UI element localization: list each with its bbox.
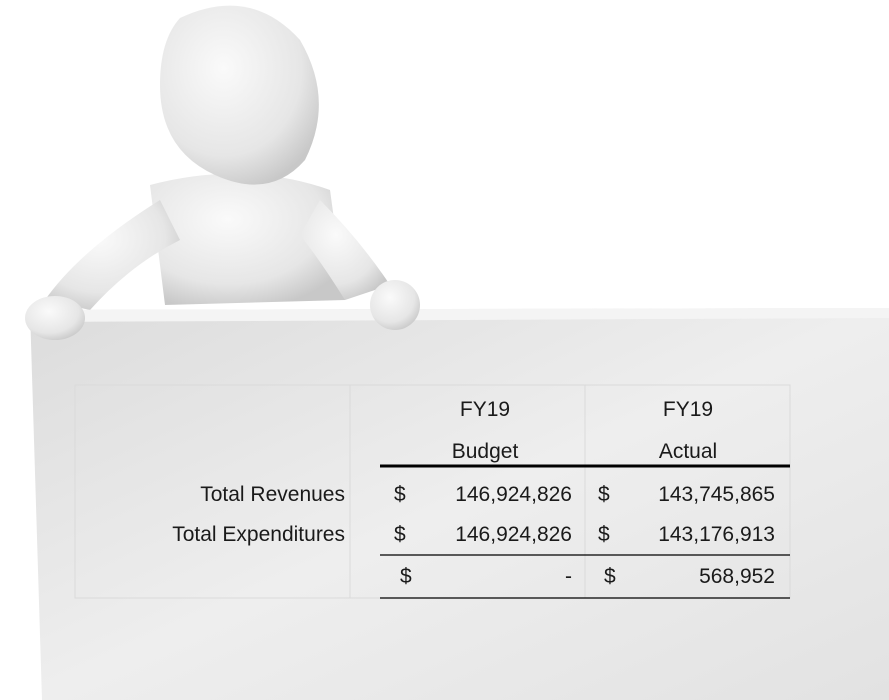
currency-symbol: $ — [598, 483, 610, 506]
currency-symbol: $ — [604, 565, 616, 588]
amount: 568,952 — [699, 565, 775, 588]
amount: - — [565, 565, 572, 588]
row-label: Total Revenues — [200, 483, 345, 506]
currency-symbol: $ — [598, 523, 610, 546]
right-hand — [370, 280, 420, 330]
left-arm — [45, 200, 180, 310]
currency-symbol: $ — [400, 565, 412, 588]
right-arm — [300, 200, 390, 300]
board — [30, 308, 889, 700]
board-edge — [30, 308, 889, 322]
head — [160, 5, 319, 185]
row-label: Total Expenditures — [172, 523, 345, 546]
amount: 146,924,826 — [455, 483, 572, 506]
column-header: FY19 — [459, 398, 511, 421]
amount: 143,176,913 — [658, 523, 775, 546]
amount: 143,745,865 — [658, 483, 775, 506]
amount: 146,924,826 — [455, 523, 572, 546]
column-header: Actual — [658, 440, 718, 463]
left-hand — [25, 296, 85, 340]
currency-symbol: $ — [394, 483, 406, 506]
body — [150, 173, 345, 305]
column-header: Budget — [451, 440, 519, 463]
currency-symbol: $ — [394, 523, 406, 546]
column-header: FY19 — [662, 398, 714, 421]
